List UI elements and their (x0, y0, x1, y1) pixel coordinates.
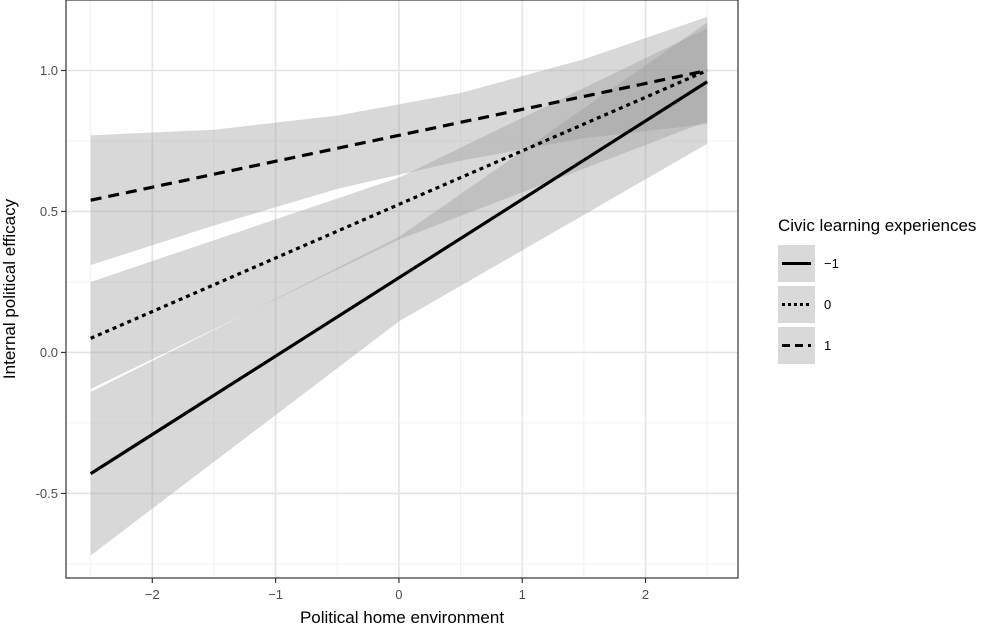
y-tick-label: 0.5 (40, 204, 58, 219)
x-axis-title: Political home environment (300, 608, 504, 627)
series-line-1 (90, 69, 708, 340)
legend-label-0: −1 (824, 256, 839, 271)
series-line-0 (89, 80, 709, 476)
legend-label-2: 1 (824, 338, 831, 353)
confidence-band-1 (90, 28, 708, 390)
y-tick-label: 0.0 (40, 345, 58, 360)
confidence-band-2 (90, 16, 708, 266)
y-tick-label: 1.0 (40, 63, 58, 78)
grid-minor (66, 0, 738, 578)
y-axis: -0.5 0.0 0.5 1.0 (36, 63, 66, 501)
legend: Civic learning experiences −1 0 1 (778, 216, 976, 364)
series-line-2 (90, 68, 708, 202)
x-tick-label: 1 (519, 587, 526, 602)
x-axis: −2 −1 0 1 2 (145, 578, 649, 602)
grid-major (66, 0, 738, 578)
x-tick-label: −1 (268, 587, 283, 602)
confidence-band-0 (90, 22, 708, 556)
confidence-bands (90, 16, 708, 556)
series-lines (89, 68, 709, 476)
y-axis-title: Internal political efficacy (0, 198, 19, 379)
legend-label-1: 0 (824, 297, 831, 312)
x-tick-label: 2 (642, 587, 649, 602)
panel-border (65, 0, 739, 579)
legend-title: Civic learning experiences (778, 216, 976, 235)
y-tick-label: -0.5 (36, 486, 58, 501)
panel-background (66, 0, 738, 578)
x-tick-label: 0 (395, 587, 402, 602)
x-tick-label: −2 (145, 587, 160, 602)
